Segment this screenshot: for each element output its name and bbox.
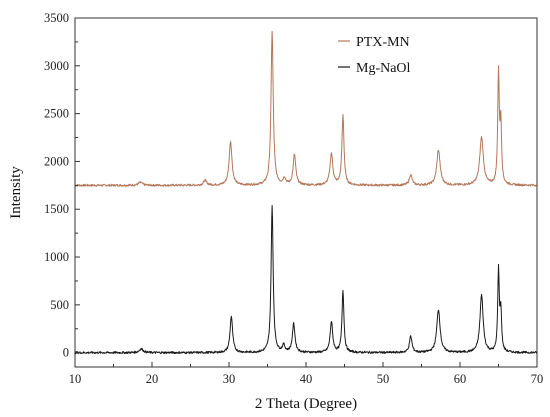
series-line-mg-naol (74, 204, 538, 355)
x-tick-label: 70 (531, 372, 544, 386)
y-tick-label: 1000 (44, 250, 69, 264)
y-tick-label: 1500 (44, 202, 69, 216)
series-layer (74, 30, 538, 355)
x-tick-label: 50 (377, 372, 390, 386)
y-tick-label: 3500 (44, 11, 69, 25)
series-line-ptx-mn (74, 30, 538, 187)
y-tick-label: 2500 (44, 107, 69, 121)
legend-label-mg-naol: Mg-NaOl (356, 61, 411, 76)
plot-frame (74, 17, 538, 368)
legend: PTX-MN Mg-NaOl (338, 35, 411, 76)
x-axis-title: 2 Theta (Degree) (255, 396, 357, 412)
y-tick-label: 0 (63, 346, 69, 360)
x-tick-label: 20 (146, 372, 159, 386)
x-tick-label: 10 (69, 372, 82, 386)
legend-label-ptx-mn: PTX-MN (356, 35, 410, 50)
x-tick-label: 40 (300, 372, 313, 386)
y-axis-ticks: 0 500 1000 1500 2000 2500 3000 3500 (44, 11, 80, 360)
plot-area: 10 20 30 40 50 60 70 0 500 1000 1500 2000 2500 3000 3… (44, 11, 543, 386)
y-axis-title: Intensity (8, 166, 24, 219)
y-tick-label: 2000 (44, 154, 69, 168)
y-tick-label: 3000 (44, 59, 69, 73)
x-axis-ticks: 10 20 30 40 50 60 70 (69, 362, 544, 386)
x-tick-label: 30 (223, 372, 236, 386)
x-tick-label: 60 (454, 372, 467, 386)
y-tick-label: 500 (50, 298, 69, 312)
